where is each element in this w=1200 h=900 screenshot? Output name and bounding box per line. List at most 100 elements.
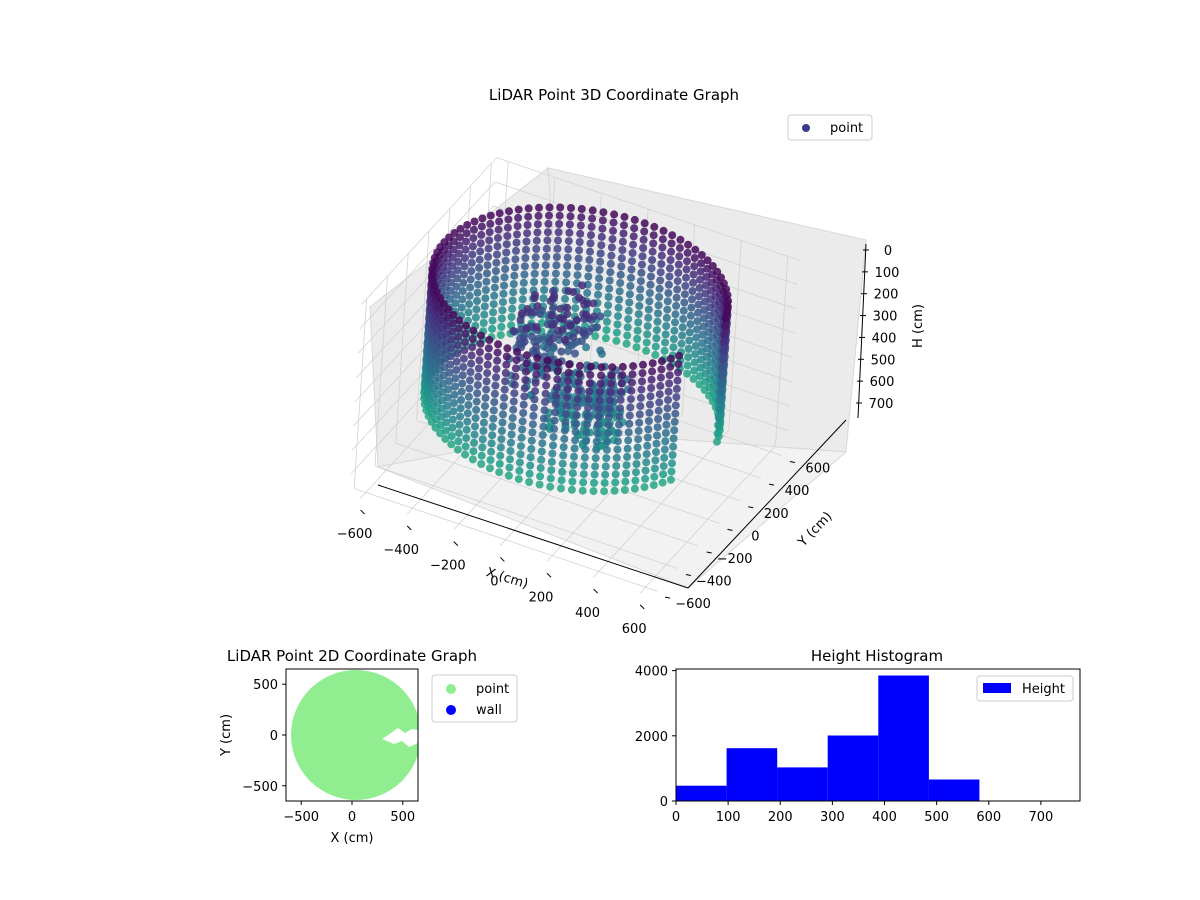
scatter-point: [461, 329, 470, 338]
scatter-point: [628, 257, 636, 266]
scatter-point: [468, 250, 477, 259]
scatter-point: [519, 278, 528, 287]
scatter-point: [501, 256, 510, 265]
scatter-point: [640, 227, 649, 236]
scatter-point: [593, 429, 602, 438]
scatter-point: [443, 410, 451, 419]
scatter-point: [636, 285, 645, 294]
scatter-point: [723, 291, 732, 300]
scatter-point: [475, 356, 484, 365]
scatter-point: [456, 224, 465, 233]
scatter-point: [636, 277, 645, 286]
scatter-point: [596, 379, 605, 388]
scatter-point: [574, 254, 583, 263]
scatter-point: [523, 229, 532, 238]
scatter-point: [455, 429, 463, 438]
scatter-point: [643, 330, 652, 339]
scatter-point: [469, 234, 478, 243]
scatter-point: [476, 239, 485, 248]
scatter-point: [622, 339, 631, 348]
scatter-point: [718, 355, 727, 363]
scatter-point: [674, 360, 683, 369]
scatter-point: [478, 435, 487, 444]
scatter-point: [639, 244, 648, 252]
scatter-point: [588, 206, 597, 215]
chart-2d-title: LiDAR Point 2D Coordinate Graph: [227, 647, 477, 665]
scatter-point: [530, 395, 539, 404]
scatter-point: [686, 311, 695, 320]
scatter-point: [641, 474, 650, 483]
scatter-point: [714, 412, 723, 421]
scatter-point: [542, 252, 551, 261]
scatter-point: [673, 277, 682, 286]
scatter-point: [500, 273, 509, 282]
scatter-point: [510, 380, 519, 389]
scatter-point: [643, 322, 652, 331]
z-axis-label-3d: H (cm): [911, 304, 926, 348]
scatter-point: [462, 321, 470, 330]
scatter-point: [605, 404, 614, 413]
scatter-point: [486, 211, 495, 220]
scatter-point: [521, 254, 530, 262]
scatter-point: [652, 326, 661, 335]
scatter-point: [578, 486, 587, 495]
scatter-point: [576, 229, 585, 238]
scatter-point: [631, 476, 640, 485]
scatter-point: [630, 224, 639, 233]
scatter-point: [492, 373, 500, 382]
scatter-point: [551, 277, 560, 286]
scatter-point: [589, 299, 598, 308]
scatter-point: [666, 354, 675, 363]
scatter-point: [583, 289, 592, 297]
scatter-point: [624, 436, 633, 445]
scatter-point: [623, 323, 632, 332]
scatter-point: [479, 319, 488, 327]
scatter-point: [638, 260, 646, 269]
scatter-point: [643, 441, 652, 450]
scatter-point: [443, 401, 452, 410]
scatter-point: [620, 486, 629, 494]
scatter-point: [462, 434, 471, 443]
legend-marker-point: [802, 124, 810, 132]
scatter-point: [637, 268, 646, 277]
scatter-point: [634, 435, 643, 444]
scatter-point: [633, 334, 642, 343]
scatter-point: [452, 291, 461, 299]
scatter-point: [538, 439, 547, 448]
scatter-point: [482, 277, 491, 286]
scatter-point: [549, 304, 557, 313]
scatter-point: [616, 395, 625, 404]
scatter-point: [568, 469, 577, 478]
scatter-point: [569, 461, 578, 469]
scatter-point: [703, 256, 712, 265]
scatter-point: [652, 439, 661, 448]
scatter-point: [583, 299, 592, 308]
scatter-point: [494, 225, 503, 234]
scatter-point: [448, 423, 457, 432]
scatter-point: [530, 294, 539, 302]
scatter-point: [450, 399, 458, 407]
scatter-point: [628, 370, 637, 379]
scatter-point: [672, 393, 681, 402]
scatter-point: [561, 418, 570, 427]
scatter-point: [694, 300, 703, 309]
scatter-point: [664, 280, 673, 289]
scatter-point: [570, 452, 578, 461]
y-tick-label-histogram: 0: [660, 795, 668, 810]
scatter-point: [573, 403, 582, 412]
scatter-point: [658, 478, 667, 487]
scatter-point: [565, 228, 574, 237]
scatter-point: [473, 288, 482, 297]
scatter-point: [585, 379, 594, 388]
scatter-point: [503, 232, 512, 240]
y-ticks-2d: −500 0 500: [242, 678, 286, 795]
scatter-point: [663, 404, 672, 413]
plot-frame-histogram: [675, 668, 1081, 802]
scatter-point: [612, 453, 621, 462]
scatter-point: [495, 217, 504, 226]
scatter-point: [487, 447, 496, 456]
scatter-point: [651, 456, 660, 465]
scatter-point: [530, 278, 539, 286]
scatter-point: [629, 362, 638, 371]
scatter-point: [506, 455, 514, 464]
